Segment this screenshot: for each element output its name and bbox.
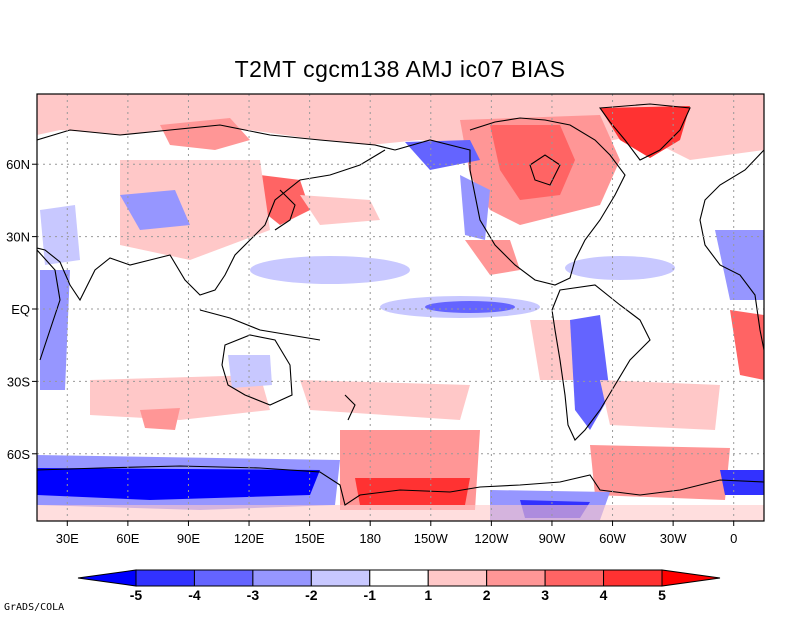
lon-tick-label: 120E — [234, 531, 265, 546]
coastline-new-zealand — [344, 394, 356, 421]
lon-tick-label: 120W — [474, 531, 509, 546]
bias-region-china-warm — [120, 160, 270, 260]
map-frame — [36, 93, 765, 522]
bias-region-antarctic-cool-far-east — [720, 470, 764, 495]
lat-tick-label: 60S — [7, 447, 30, 462]
bias-region-ep-cool-core — [425, 301, 515, 313]
bias-region-australia-cool — [228, 355, 272, 388]
lon-tick-label: 90W — [539, 531, 566, 546]
bias-region-japan-warm — [255, 175, 310, 225]
lon-tick-label: 30E — [56, 531, 79, 546]
bias-region-sa-coast-cool — [570, 315, 610, 430]
bias-region-canada-hot — [490, 125, 575, 200]
bias-region-africa-south-warm — [730, 310, 764, 380]
coastline-africa-east — [37, 249, 61, 361]
coastline-hudson-bay — [529, 154, 561, 186]
bias-region-mexico-warm — [465, 240, 520, 275]
lon-tick-label: 30W — [660, 531, 687, 546]
coastline-antarctica — [37, 465, 764, 506]
bias-region-so-warm-core — [140, 408, 180, 430]
bias-region-satl-warm — [600, 380, 720, 430]
bias-region-antarctic-cool-east-core — [37, 468, 320, 500]
bias-region-so-warm-west — [90, 375, 270, 420]
latitude-axis: 60N 30N EQ 30S 60S — [6, 157, 37, 462]
bias-region-sp-warm — [300, 380, 470, 420]
lon-tick-label: 150W — [414, 531, 449, 546]
bias-region-greenland-hot — [600, 106, 690, 158]
coastlines — [37, 103, 764, 506]
credit-label: GrADS/COLA — [4, 602, 65, 613]
lon-tick-label: 60W — [599, 531, 626, 546]
lon-tick-label: 0 — [730, 531, 737, 546]
coastline-eurasia — [37, 124, 396, 302]
coastline-europe-africa — [699, 149, 764, 351]
chart-title: T2MT cgcm138 AMJ ic07 BIAS — [234, 56, 566, 82]
coastline-north-america — [394, 117, 626, 286]
lon-tick-label: 180 — [359, 531, 381, 546]
longitude-axis: 30E 60E 90E 120E 150E 180 150W 120W 90W 60W 30W 0 — [56, 521, 737, 546]
bias-region-africa-cool — [715, 230, 764, 300]
lat-tick-label: EQ — [11, 302, 30, 317]
bias-region-npac-subtrop-cool — [250, 256, 410, 284]
bias-region-atl-subtrop-cool — [565, 256, 675, 280]
coastline-australia — [221, 334, 293, 406]
coastline-japan — [274, 189, 296, 231]
lat-tick-label: 60N — [6, 157, 30, 172]
bias-region-ross-sea-hot — [355, 478, 470, 505]
lat-tick-label: 30S — [7, 374, 30, 389]
lat-tick-label: 30N — [6, 230, 30, 245]
coastline-south-america — [551, 284, 651, 441]
lon-tick-label: 150E — [294, 531, 325, 546]
lon-tick-label: 60E — [116, 531, 139, 546]
lon-tick-label: 90E — [177, 531, 200, 546]
gridlines — [37, 94, 764, 521]
bias-region-central-asia-cool — [120, 190, 190, 230]
coastline-indonesia — [199, 309, 321, 341]
bias-region-npacific-warm — [300, 195, 380, 225]
bias-region-india-cool — [40, 205, 80, 265]
bias-region-high-south-warm — [37, 505, 764, 521]
bias-region-indian-ocean-cool — [40, 270, 70, 390]
coastline-greenland — [598, 103, 691, 161]
